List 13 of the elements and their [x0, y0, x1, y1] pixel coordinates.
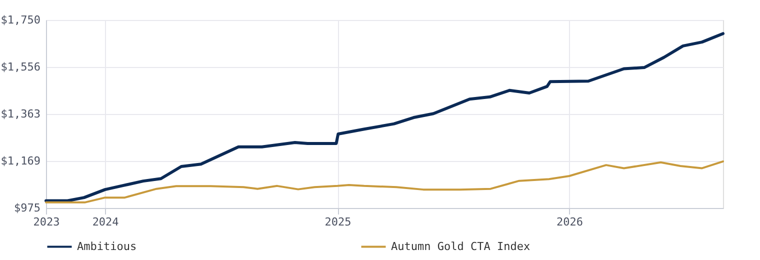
x-tick-label: 2026	[556, 216, 584, 228]
y-tick-label: $1,556	[0, 60, 40, 74]
line-series	[45, 160, 724, 204]
legend-label: Autumn Gold CTA Index	[391, 240, 530, 253]
x-tick-label: 2025	[324, 216, 352, 228]
y-tick-label: $1,750	[0, 14, 40, 26]
x-tick-label: 2023	[33, 216, 60, 228]
x-tick-label: 2024	[92, 216, 120, 228]
y-tick-label: $1,363	[0, 107, 40, 120]
y-tick-label: $1,169	[0, 154, 40, 168]
legend-label: Ambitious	[77, 240, 137, 253]
line-series	[44, 32, 724, 202]
y-tick-label: $975	[14, 202, 40, 214]
